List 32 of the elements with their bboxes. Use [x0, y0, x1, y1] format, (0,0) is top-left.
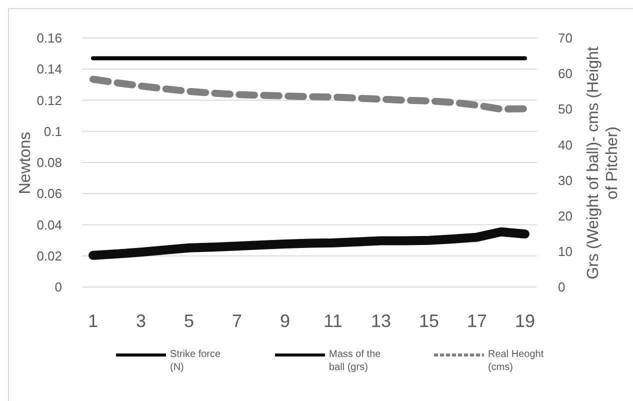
x-tick-label: 1 [88, 311, 98, 331]
y-axis-title: Newtons [17, 132, 34, 194]
y-tick-label: 0 [54, 280, 62, 295]
y2-tick-label: 20 [558, 208, 572, 224]
legend-label: Real Heoght (cms) [488, 349, 544, 373]
x-tick-label: 7 [232, 311, 242, 331]
x-tick-label: 9 [280, 311, 290, 331]
y-tick-label: 0.02 [36, 248, 62, 264]
y2-tick-label: 50 [558, 102, 572, 117]
legend-label: Mass of the ball (grs) [329, 349, 382, 373]
legend-label: Strike force (N) [170, 349, 222, 373]
y-tick-label: 0.1 [44, 124, 62, 139]
y-tick-label: 0.04 [36, 217, 62, 232]
x-tick-label: 19 [514, 311, 536, 331]
y-tick-label: 0.16 [36, 30, 62, 46]
y-tick-label: 0.08 [36, 155, 62, 170]
y-tick-label: 0.06 [36, 186, 62, 202]
x-tick-label: 17 [466, 311, 488, 331]
x-tick-label: 5 [184, 311, 194, 331]
y2-tick-label: 40 [558, 137, 572, 152]
y2-tick-label: 0 [558, 280, 566, 295]
y-tick-label: 0.12 [36, 92, 62, 108]
y2-axis-title: Grs (Weight of ball)- cms (Height of Pitcher) [585, 46, 621, 280]
y2-tick-label: 60 [558, 66, 572, 82]
x-tick-label: 13 [370, 311, 392, 331]
y2-tick-label: 10 [558, 244, 572, 259]
x-tick-label: 15 [418, 311, 440, 331]
y2-tick-label: 30 [558, 172, 572, 188]
x-tick-label: 3 [136, 311, 146, 331]
x-tick-label: 11 [324, 311, 342, 331]
y2-tick-label: 70 [558, 30, 572, 46]
y-tick-label: 0.14 [36, 62, 62, 77]
